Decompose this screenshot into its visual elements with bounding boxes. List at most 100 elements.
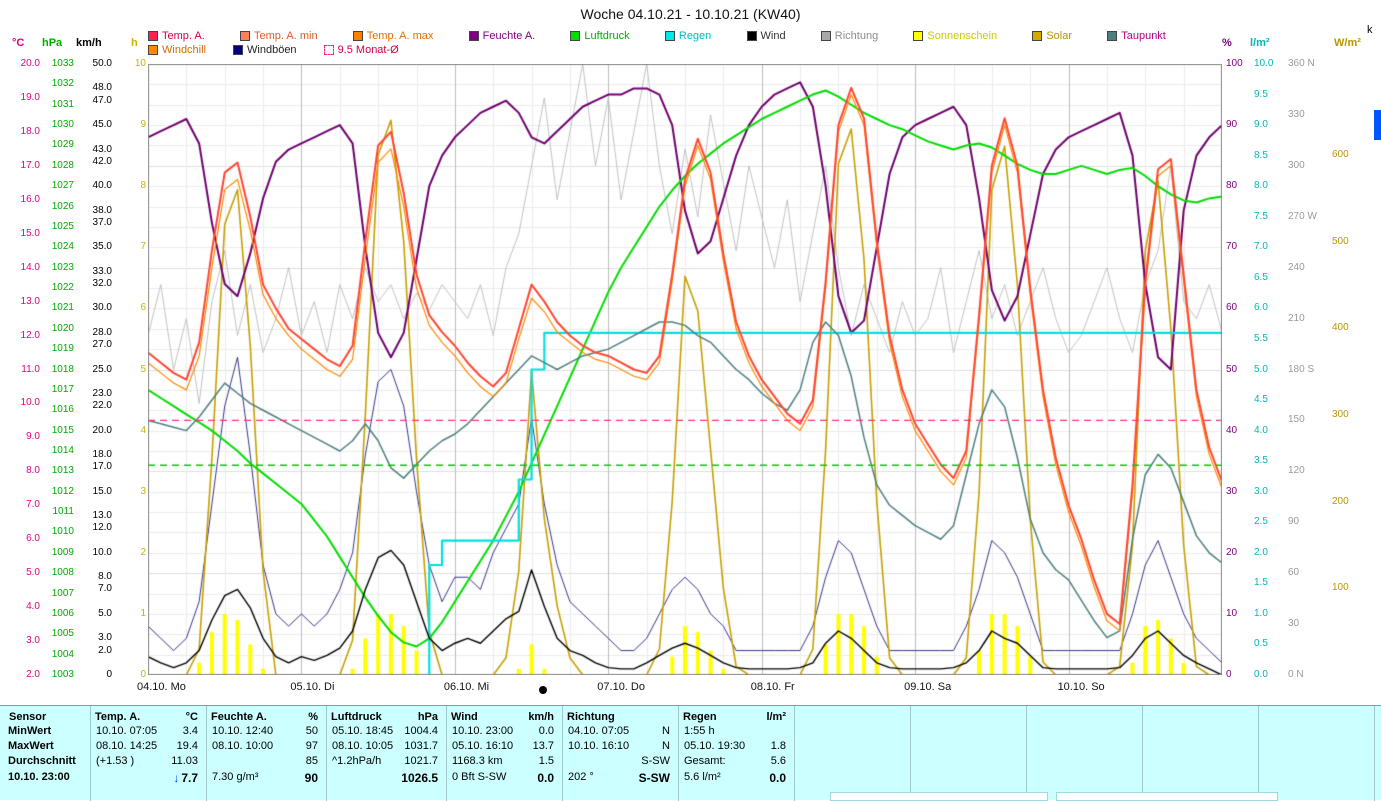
axis-tick-sun_h: 1 bbox=[140, 607, 146, 619]
legend-item-temp-a[interactable]: Temp. A. bbox=[148, 30, 205, 42]
table-cell-info: 7.30 g/m³ bbox=[212, 771, 259, 783]
table-cell-info: 05.10. 18:45 bbox=[332, 725, 394, 737]
axis-tick-pressure: 1020 bbox=[51, 322, 74, 334]
legend-row-1: Temp. A. Temp. A. min Temp. A. max Feuchte … bbox=[148, 30, 1166, 42]
axis-tick-temp: 13.0 bbox=[20, 295, 40, 307]
table-header-unit: % bbox=[308, 711, 318, 723]
axis-tick-temp: 8.0 bbox=[26, 465, 40, 477]
legend-item-wind[interactable]: Wind bbox=[746, 30, 786, 42]
table-cell-info: 10.10. 23:00 bbox=[452, 725, 514, 737]
table-header-feuchte-a: Feuchte A. bbox=[211, 711, 267, 723]
axis-tick-pressure: 1024 bbox=[51, 241, 74, 253]
table-cell-value: 1026.5 bbox=[401, 771, 438, 785]
right-edge-blue-box bbox=[1374, 110, 1381, 140]
axis-tick-windkmh: 43.0 bbox=[92, 143, 112, 155]
legend-item-temp-a-max[interactable]: Temp. A. max bbox=[352, 30, 433, 42]
axis-tick-temp: 20.0 bbox=[20, 58, 40, 69]
axis-tick-sun_h: 8 bbox=[140, 180, 146, 192]
legend-swatch-temp-a-min-icon bbox=[240, 31, 250, 41]
axis-tick-rain: 9.5 bbox=[1254, 88, 1268, 100]
legend-item-solar[interactable]: Solar bbox=[1032, 30, 1072, 42]
table-header-regen: Regen bbox=[683, 711, 717, 723]
axis-tick-direction: 360 N bbox=[1288, 58, 1315, 69]
legend-swatch-regen-icon bbox=[664, 31, 675, 41]
table-cell-info: 1168.3 km bbox=[452, 755, 503, 767]
axis-tick-pressure: 1003 bbox=[51, 669, 74, 680]
axis-tick-pressure: 1006 bbox=[51, 607, 74, 619]
table-cell-info: 05.10. 16:10 bbox=[452, 740, 514, 752]
axis-tick-windkmh: 10.0 bbox=[92, 546, 112, 558]
legend-item-sonnenschein[interactable]: Sonnenschein bbox=[913, 30, 997, 42]
axis-tick-solar: 400 bbox=[1332, 322, 1349, 334]
x-axis-label-day: 10.10. So bbox=[1057, 681, 1105, 693]
weather-chart-canvas[interactable] bbox=[148, 64, 1222, 675]
axis-tick-pressure: 1005 bbox=[51, 628, 74, 640]
axis-tick-humidity: 50 bbox=[1226, 363, 1238, 375]
table-cell-value: 13.7 bbox=[532, 740, 554, 752]
axis-tick-pressure: 1029 bbox=[51, 139, 74, 151]
legend-label: Windböen bbox=[247, 44, 297, 56]
axis-tick-rain: 0.0 bbox=[1254, 669, 1268, 680]
corner-note: k bbox=[1367, 24, 1373, 36]
axis-tick-pressure: 1017 bbox=[51, 383, 74, 395]
legend-label: Taupunkt bbox=[1121, 30, 1166, 42]
axis-tick-direction: 180 S bbox=[1288, 363, 1315, 375]
table-cell-value: 11.03 bbox=[171, 755, 198, 767]
axis-tick-temp: 17.0 bbox=[20, 159, 40, 171]
axis-tick-windkmh: 7.0 bbox=[98, 583, 112, 595]
legend-item-windchill[interactable]: Windchill bbox=[148, 44, 206, 56]
table-column-separator bbox=[562, 706, 563, 801]
axis-tick-pressure: 1019 bbox=[51, 343, 74, 355]
axis-tick-humidity: 80 bbox=[1226, 180, 1238, 192]
axis-tick-sun_h: 10 bbox=[134, 58, 146, 69]
axis-tick-windkmh: 12.0 bbox=[92, 522, 112, 534]
table-header-richtung: Richtung bbox=[567, 711, 615, 723]
axis-tick-pressure: 1009 bbox=[51, 546, 74, 558]
axis-tick-pressure: 1011 bbox=[52, 506, 74, 518]
legend-item-luftdruck[interactable]: Luftdruck bbox=[570, 30, 630, 42]
axis-tick-windkmh: 17.0 bbox=[92, 461, 112, 473]
axis-tick-pressure: 1030 bbox=[51, 119, 74, 131]
time-marker-dot[interactable] bbox=[539, 686, 547, 694]
axis-tick-rain: 3.5 bbox=[1254, 455, 1268, 467]
axis-tick-humidity: 20 bbox=[1226, 546, 1238, 558]
table-cell-info: 04.10. 07:05 bbox=[568, 725, 630, 737]
axis-tick-windkmh: 18.0 bbox=[92, 449, 112, 461]
legend-item-9-5-monat[interactable]: 9.5 Monat-Ø bbox=[323, 44, 399, 56]
axis-tick-rain: 4.5 bbox=[1254, 394, 1268, 406]
table-cell-info: 1:55 h bbox=[684, 725, 715, 737]
table-cell-value: 1021.7 bbox=[404, 755, 438, 767]
legend-item-windb-en[interactable]: Windböen bbox=[233, 44, 297, 56]
x-axis-label-day: 04.10. Mo bbox=[137, 681, 186, 693]
table-cell-value: S-SW bbox=[638, 771, 670, 785]
axis-tick-humidity: 30 bbox=[1226, 485, 1238, 497]
axis-tick-windkmh: 42.0 bbox=[92, 155, 112, 167]
axis-tick-windkmh: 3.0 bbox=[98, 632, 112, 644]
legend-item-richtung[interactable]: Richtung bbox=[820, 30, 878, 42]
legend-label: Windchill bbox=[162, 44, 207, 56]
legend-item-regen[interactable]: Regen bbox=[664, 30, 711, 42]
x-axis-label-day: 08.10. Fr bbox=[750, 681, 795, 693]
table-column-separator bbox=[678, 706, 679, 801]
axis-tick-temp: 2.0 bbox=[26, 669, 40, 680]
legend-item-temp-a-min[interactable]: Temp. A. min bbox=[240, 30, 318, 42]
axis-tick-direction: 120 bbox=[1288, 465, 1305, 477]
axis-tick-rain: 0.5 bbox=[1254, 638, 1268, 650]
axis-tick-pressure: 1025 bbox=[51, 220, 74, 232]
table-column-separator bbox=[446, 706, 447, 801]
table-cell-value: 0.0 bbox=[769, 771, 786, 785]
axis-tick-solar: 500 bbox=[1332, 235, 1349, 247]
axis-tick-rain: 8.0 bbox=[1254, 180, 1268, 192]
table-column-separator bbox=[1258, 706, 1259, 801]
legend-item-feuchte-a[interactable]: Feuchte A. bbox=[468, 30, 535, 42]
axis-unit-sun_h: h bbox=[131, 37, 138, 49]
axis-tick-pressure: 1007 bbox=[51, 587, 74, 599]
x-axis-label-day: 06.10. Mi bbox=[443, 681, 490, 693]
table-cell-value: 85 bbox=[305, 755, 318, 767]
table-cell-value: 0.0 bbox=[537, 771, 554, 785]
table-cell-value: 0.0 bbox=[538, 725, 554, 737]
legend-item-taupunkt[interactable]: Taupunkt bbox=[1107, 30, 1166, 42]
axis-tick-pressure: 1013 bbox=[51, 465, 74, 477]
axis-tick-direction: 30 bbox=[1288, 618, 1300, 630]
x-axis-label-day: 07.10. Do bbox=[597, 681, 645, 693]
